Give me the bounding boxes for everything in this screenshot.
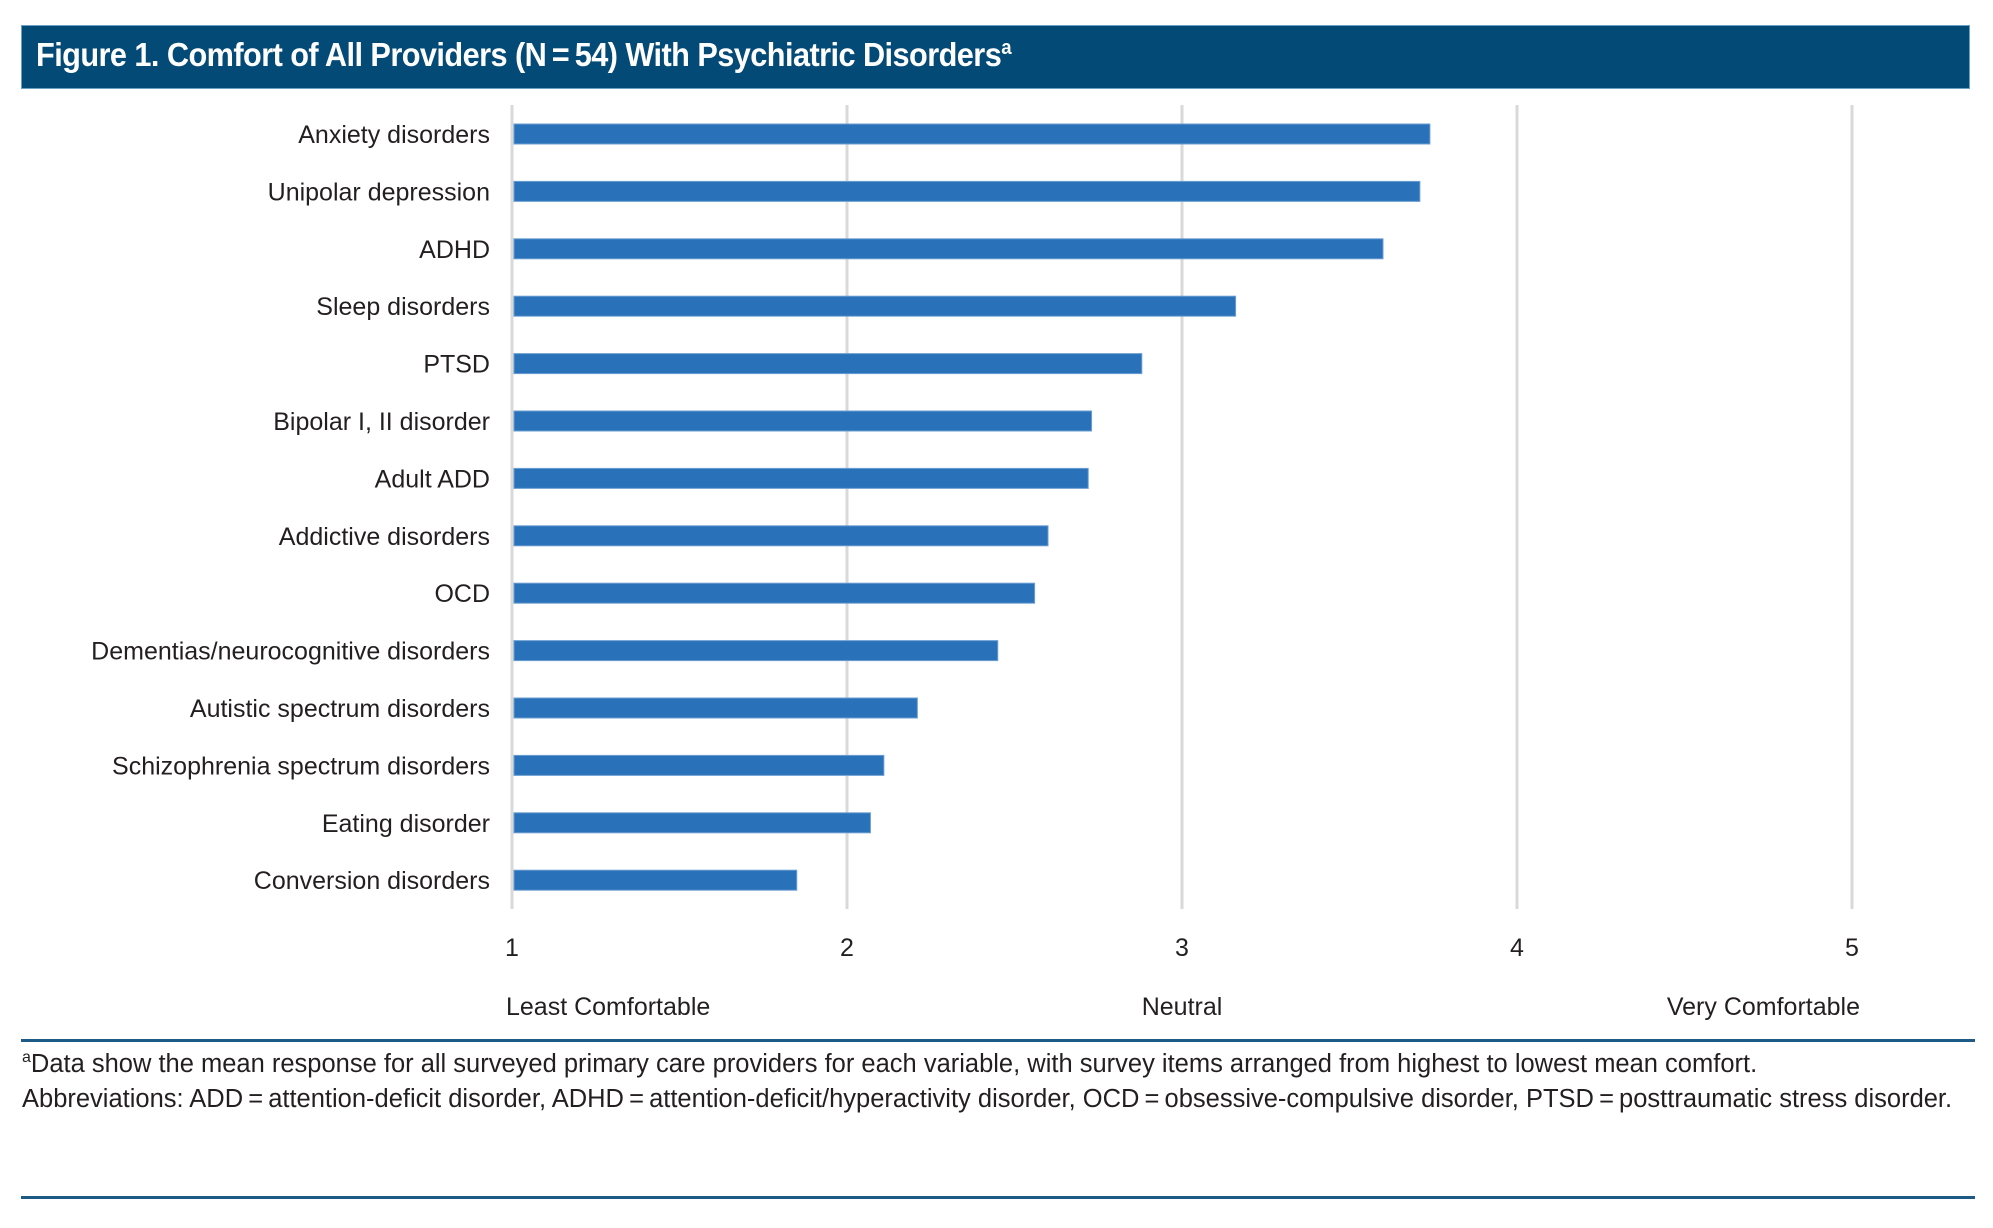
x-tick-label: 4: [1510, 934, 1524, 962]
scale-label: Neutral: [1142, 993, 1223, 1021]
bar: [513, 467, 1089, 489]
gridlines: [510, 105, 1854, 909]
figure-header: Figure 1. Comfort of All Providers (N = …: [21, 25, 1970, 89]
category-label: PTSD: [423, 351, 490, 379]
category-label: Unipolar depression: [268, 178, 490, 206]
category-label: Schizophrenia spectrum disorders: [112, 752, 490, 780]
footnotes: aData show the mean response for all sur…: [22, 1047, 1962, 1117]
bar: [513, 295, 1237, 317]
x-tick-label: 3: [1175, 934, 1189, 962]
bar: [513, 180, 1421, 202]
category-label: Anxiety disorders: [298, 121, 490, 149]
bar: [513, 238, 1384, 260]
abbreviations-footnote: Abbreviations: ADD = attention-deficit d…: [22, 1085, 1953, 1113]
bar: [513, 123, 1431, 145]
scale-labels: Least Comfortable Neutral Very Comfortable: [506, 993, 1860, 1021]
data-footnote: aData show the mean response for all sur…: [22, 1047, 1962, 1082]
figure-title: Figure 1. Comfort of All Providers (N = …: [36, 36, 1012, 74]
bar-chart: Anxiety disorders Unipolar depression ADHD…: [91, 105, 1860, 1021]
bar: [513, 869, 798, 891]
scale-label: Very Comfortable: [1667, 993, 1860, 1021]
bar: [513, 640, 999, 662]
bar: [513, 582, 1036, 604]
x-tick-labels: 1 2 3 4 5: [505, 934, 1859, 962]
category-label: ADHD: [419, 236, 490, 264]
figure-title-text: Figure 1. Comfort of All Providers (N = …: [36, 36, 1002, 73]
bar: [513, 754, 885, 776]
category-label: OCD: [434, 580, 490, 608]
category-label: Conversion disorders: [254, 867, 490, 895]
footnote-text: Data show the mean response for all surv…: [30, 1050, 1758, 1078]
scale-label: Least Comfortable: [506, 993, 710, 1021]
category-label: Sleep disorders: [316, 293, 490, 321]
category-labels: Anxiety disorders Unipolar depression ADHD…: [91, 121, 490, 895]
x-tick-label: 2: [840, 934, 854, 962]
category-label: Autistic spectrum disorders: [190, 695, 490, 723]
footnote-top-rule: [21, 1039, 1975, 1042]
bar: [513, 353, 1143, 375]
bar: [513, 812, 871, 834]
footnote-bottom-rule: [21, 1196, 1975, 1199]
category-label: Dementias/neurocognitive disorders: [91, 638, 490, 666]
category-label: Adult ADD: [375, 465, 490, 493]
title-footnote-marker: a: [1001, 37, 1012, 59]
category-label: Eating disorder: [322, 810, 490, 838]
category-label: Bipolar I, II disorder: [273, 408, 490, 436]
bar: [513, 410, 1093, 432]
bar: [513, 697, 918, 719]
footnote-marker: a: [22, 1049, 31, 1066]
x-tick-label: 5: [1845, 934, 1859, 962]
x-tick-label: 1: [505, 934, 519, 962]
bars: [513, 123, 1431, 891]
bar: [513, 525, 1049, 547]
category-label: Addictive disorders: [279, 523, 490, 551]
